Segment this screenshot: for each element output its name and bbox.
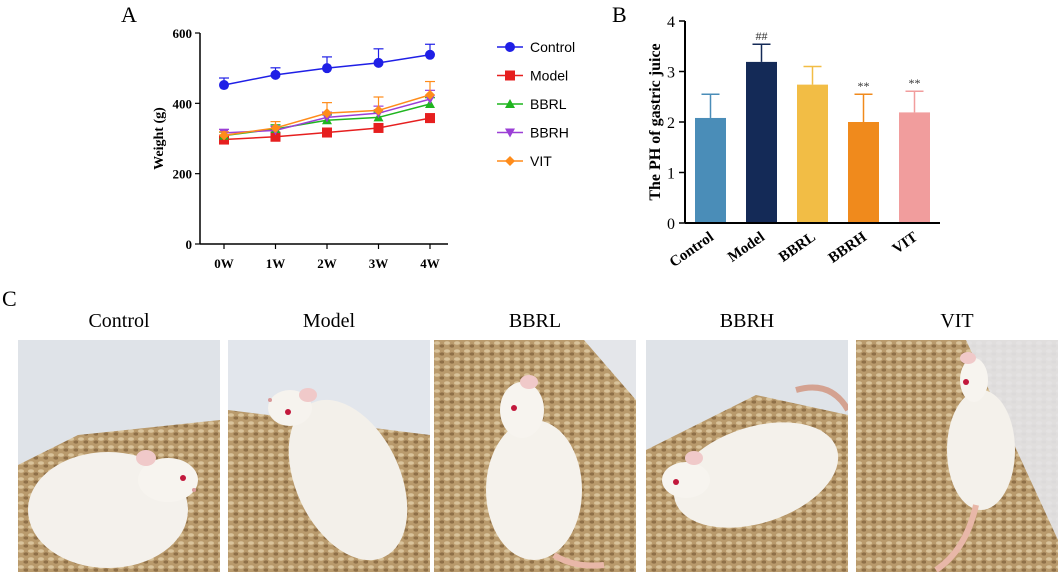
y-tick-label: 2 [667,115,675,132]
photo-label-bbrh: BBRH [719,310,775,332]
legend: Control Model BBRL BBRH VIT [497,39,575,169]
data-point [373,105,384,116]
legend-marker [505,99,515,108]
y-tick-label: 0 [186,237,193,252]
legend-label: Control [530,39,575,55]
photo-label-vit: VIT [940,310,974,332]
legend-label: BBRL [530,96,567,112]
bar-control [695,117,726,223]
x-tick-label: BBRH [826,229,870,267]
data-point [322,127,332,138]
y-axis-label: Weight (g) [152,107,167,170]
legend-marker [505,70,515,81]
rat-photo-bbrh [646,340,848,572]
data-point [322,108,332,119]
photo-label-control: Control [88,310,150,332]
legend-label: Model [530,68,568,84]
data-point [270,131,281,142]
data-point [373,57,384,68]
legend-label: BBRH [530,125,569,141]
panel-label-a: A [121,2,137,27]
legend-label: VIT [530,153,552,169]
rat-photo-control [18,340,220,572]
legend-marker [505,156,515,166]
weight-line-chart: 0 200 400 600 0W 1W 2W 3W 4W Weight (g) Control Mod… [152,26,575,271]
y-tick-label: 1 [667,166,675,183]
rat-photo-model [228,340,430,572]
y-tick-label: 400 [173,96,193,111]
bar-bbrh [848,122,879,223]
significance-mark: ## [756,29,768,43]
x-tick-label: 2W [317,256,337,271]
x-tick-label: VIT [890,229,921,257]
gastric-ph-bar-chart: 0 1 2 3 4 Control ## Model BBRL ** BBRH ** VIT The PH… [647,14,940,271]
x-tick-label: BBRL [776,229,819,266]
data-point [219,130,229,141]
data-point [270,122,281,133]
bar-model [746,61,777,223]
data-point [425,89,435,100]
x-tick-label: 1W [266,256,286,271]
data-point [425,49,435,60]
legend-marker [505,42,515,52]
rat-photo-bbrl [434,340,636,572]
y-tick-label: 3 [667,65,675,82]
data-point [322,63,332,74]
data-point [425,113,435,124]
bar-vit [899,112,930,223]
x-tick-label: Model [725,229,768,266]
photo-label-model: Model [302,310,356,332]
x-tick-label: 0W [214,256,234,271]
series-control [219,43,435,91]
data-point [270,69,281,80]
bar-bbrl [797,84,828,223]
y-tick-label: 600 [173,26,193,41]
photo-label-bbrl: BBRL [508,310,562,332]
significance-mark: ** [909,76,921,90]
y-tick-label: 200 [173,167,193,182]
rat-photo-vit [856,340,1058,572]
y-axis-label: The PH of gastric juice [647,43,664,200]
x-tick-label: 4W [420,256,440,271]
significance-mark: ** [858,79,870,93]
data-point [373,122,384,133]
x-tick-label: 3W [369,256,389,271]
y-tick-label: 0 [667,216,675,233]
panel-label-b: B [612,2,627,27]
panel-label-c: C [2,286,17,311]
legend-marker [505,128,515,138]
data-point [219,80,229,91]
series-vit [219,80,435,141]
y-tick-label: 4 [667,14,675,31]
x-tick-label: Control [667,229,717,271]
